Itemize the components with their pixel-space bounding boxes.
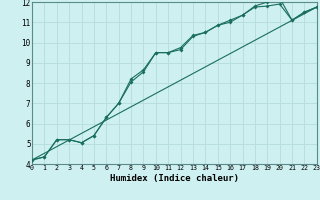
X-axis label: Humidex (Indice chaleur): Humidex (Indice chaleur) xyxy=(110,174,239,183)
